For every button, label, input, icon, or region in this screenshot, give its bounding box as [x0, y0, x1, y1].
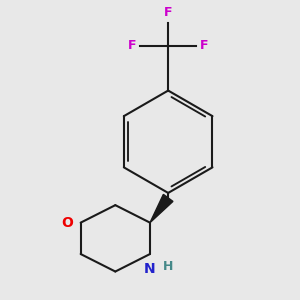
- Polygon shape: [150, 194, 173, 223]
- Text: O: O: [61, 216, 74, 230]
- Text: F: F: [200, 40, 209, 52]
- Text: N: N: [144, 262, 156, 276]
- Text: F: F: [164, 6, 172, 19]
- Text: F: F: [128, 40, 136, 52]
- Text: H: H: [163, 260, 173, 273]
